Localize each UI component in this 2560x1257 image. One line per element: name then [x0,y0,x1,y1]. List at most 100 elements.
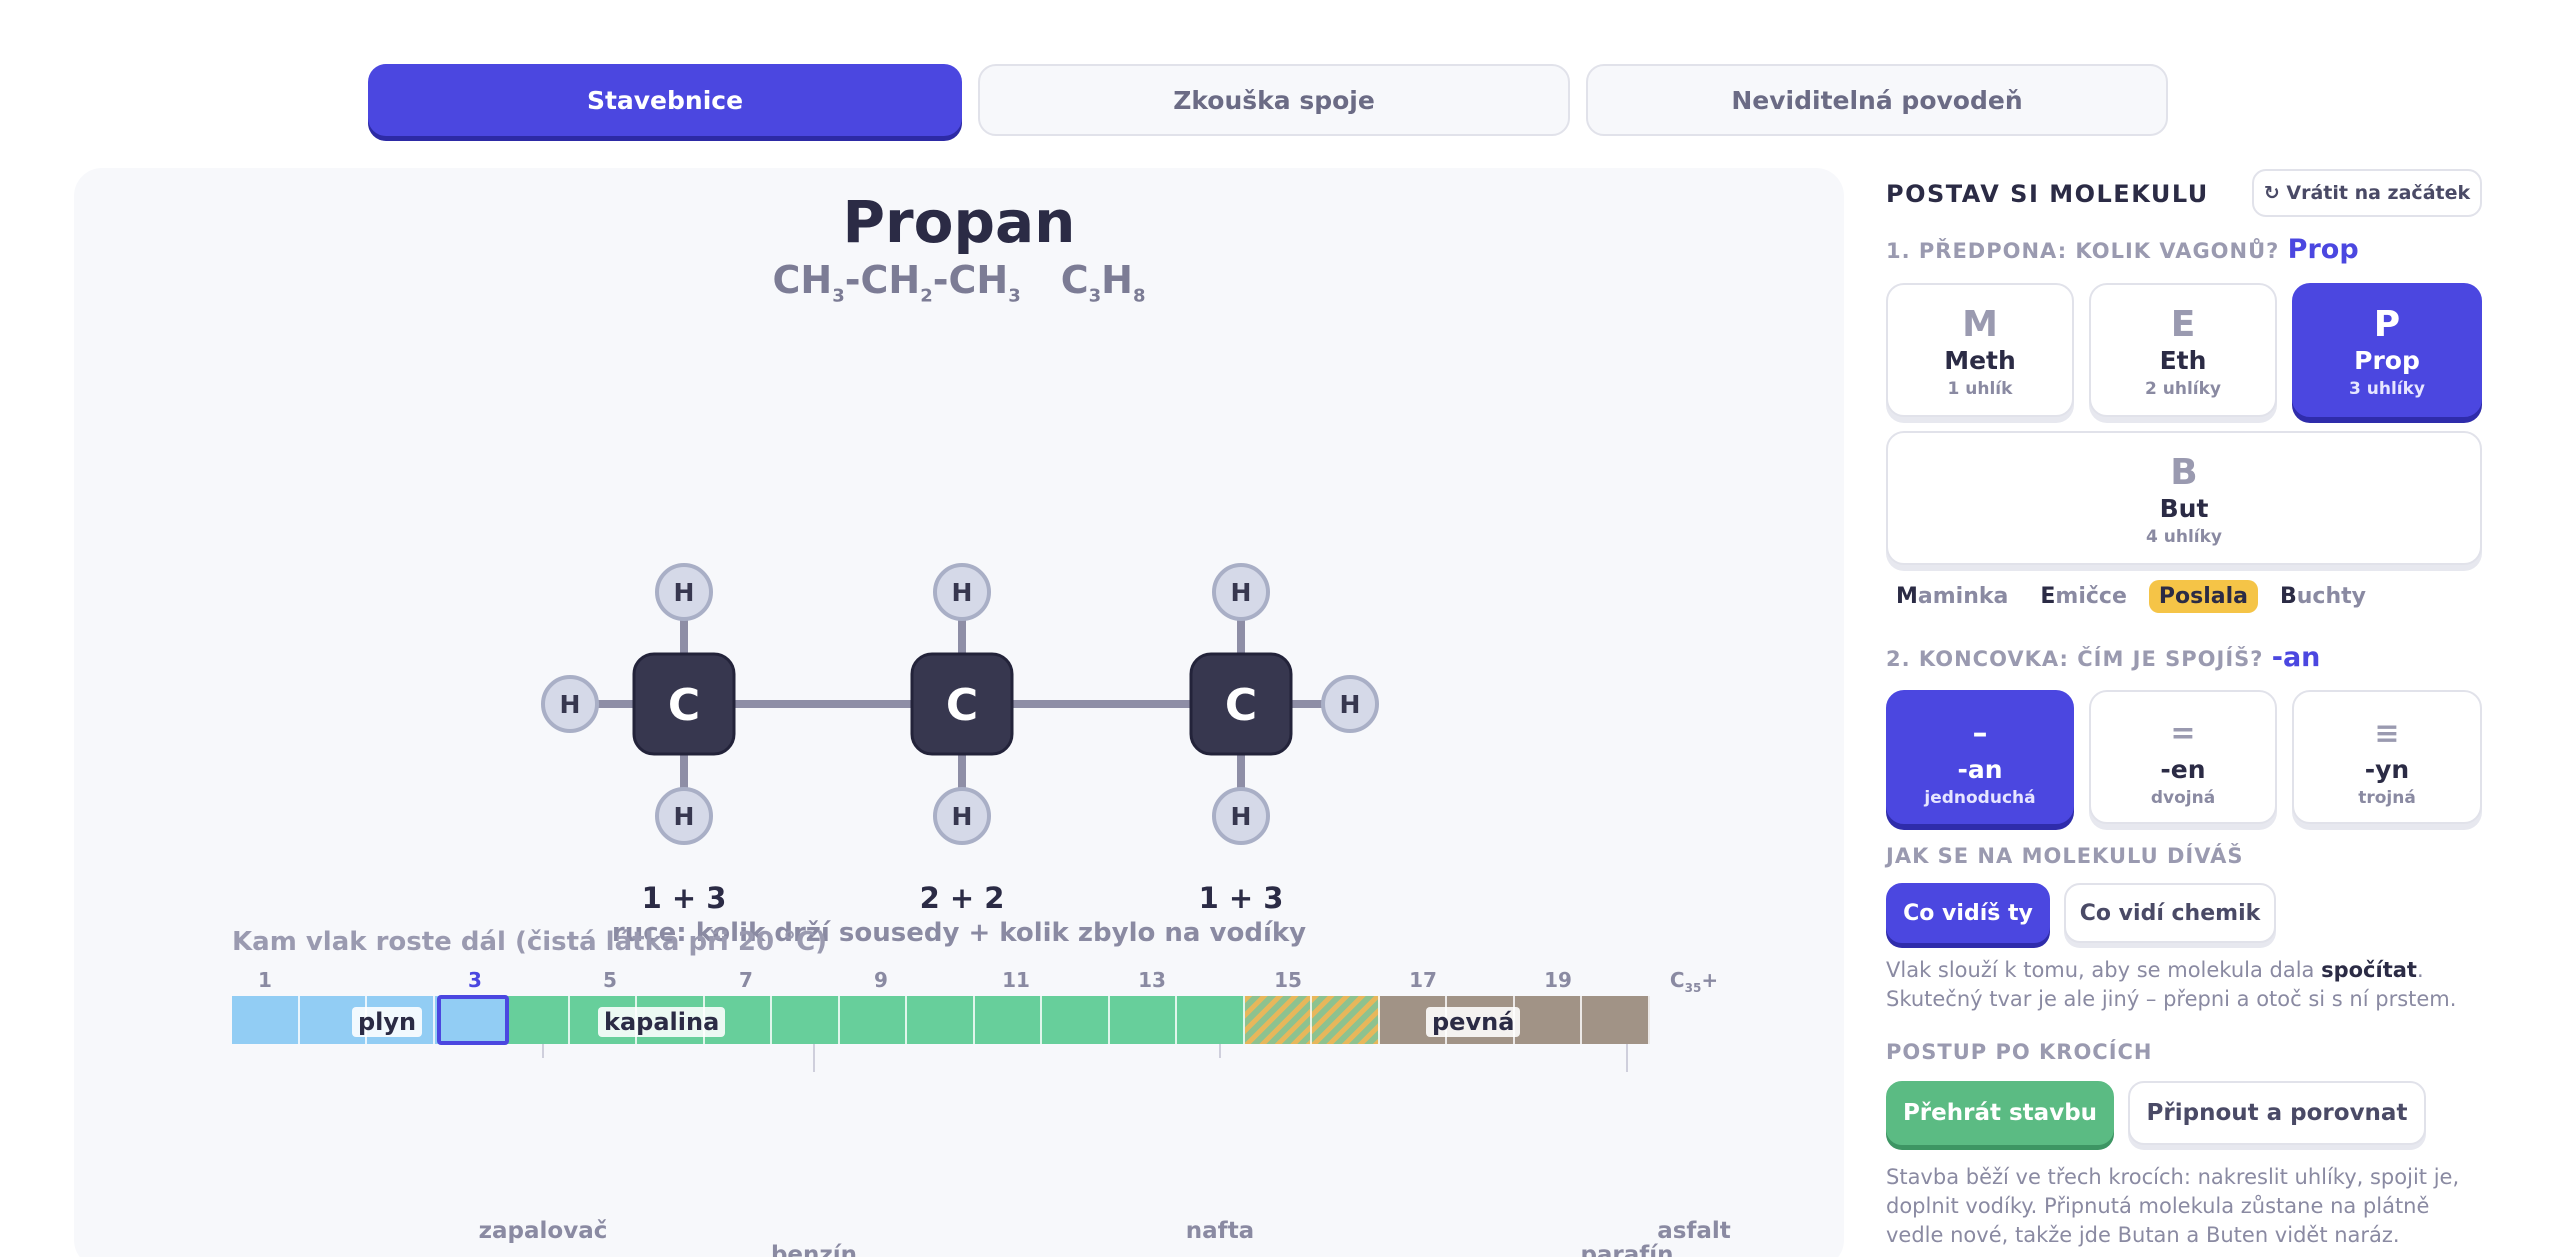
hydrogen-label: H [1231,802,1252,831]
hydrogen-label: H [1231,578,1252,607]
tick-15: 15 [1274,968,1302,992]
phase-cell[interactable] [1244,996,1313,1044]
example-asfalt: asfalt [1657,1218,1731,1244]
tab-zkouska-spoje[interactable]: Zkouška spoje [978,64,1570,136]
tick-17: 17 [1409,968,1437,992]
phase-cell[interactable] [502,996,570,1044]
phase-cell[interactable] [232,996,300,1044]
tick-7: 7 [739,968,753,992]
example-parafin: parafín [1580,1242,1674,1257]
example-benzin: benzín [770,1242,858,1257]
phase-cell[interactable] [772,996,840,1044]
mnemonic-word-1: Maminka [1896,584,2009,609]
mnemonic-word-2: Emičce [2040,584,2127,609]
hand-count-3: 1 + 3 [1199,881,1284,915]
hydrogen-label: H [674,578,695,607]
example-zapalovac: zapalovač [478,1218,608,1244]
phase-strip-title: Kam vlak roste dál (čistá látka při 20 °… [232,927,828,957]
suffix-value: -an [2271,642,2321,673]
phase-cell[interactable] [1312,996,1380,1044]
carbon-atom[interactable] [910,652,1014,756]
tick-11: 11 [1002,968,1030,992]
reset-button[interactable]: ↻ Vrátit na začátek [2252,169,2482,217]
view-chemist-button[interactable]: Co vidí chemik [2064,883,2276,943]
selected-length-marker[interactable] [437,995,509,1045]
phase-cell[interactable] [1582,996,1650,1044]
tick-3: 3 [468,968,482,992]
formula-part-1: CH3 [772,258,845,307]
phase-cell[interactable] [1109,996,1178,1044]
prefix-card-eth[interactable]: E Eth 2 uhlíky [2089,283,2277,417]
hydrogen-atom [541,675,599,733]
phase-cell[interactable] [1042,996,1110,1044]
molecule-name: Propan [842,188,1076,256]
phase-cell[interactable] [1514,996,1583,1044]
hydrogen-atom [1321,675,1379,733]
prefix-card-meth[interactable]: M Meth 1 uhlík [1886,283,2074,417]
suffix-heading: 2. KONCOVKA: ČÍM JE SPOJÍŠ? -an [1886,642,2321,673]
suffix-card-en[interactable]: = -en dvojná [2089,690,2277,824]
tick-5: 5 [603,968,617,992]
mnemonic-word-4: Buchty [2279,584,2366,609]
hydrogen-label: H [560,690,581,719]
view-explanation: Vlak slouží k tomu, aby se molekula dala… [1886,958,2457,1011]
hand-count-2: 2 + 2 [920,881,1005,915]
hydrogen-atom [933,563,991,621]
formula-part-3: -CH3 [932,258,1021,307]
triple-bond-icon: ≡ [2374,716,2400,751]
carbon-label: C [946,680,978,731]
tick-c35-plus: C35+ [1669,968,1719,995]
phase-cell[interactable] [974,996,1043,1044]
carbon-atom[interactable] [632,652,736,756]
panel-title: POSTAV SI MOLEKULU [1886,180,2209,208]
phase-label-gas: plyn [352,1007,423,1037]
hydrogen-atom [655,563,713,621]
hand-count-1: 1 + 3 [642,881,727,915]
pin-compare-button[interactable]: Připnout a porovnat [2128,1081,2426,1145]
suffix-card-yn[interactable]: ≡ -yn trojná [2292,690,2482,824]
tick-9: 9 [874,968,888,992]
steps-explanation: Stavba běží ve třech krocích: nakreslit … [1886,1165,2460,1247]
mode-tabs: Stavebnice Zkouška spoje Neviditelná pov… [368,64,2168,140]
hydrogen-atom [655,787,713,845]
tab-stavebnice[interactable]: Stavebnice [368,64,962,136]
molecule-diagram: H H H H H H H H C C C 1 + 3 2 + 2 1 + 3 [541,563,1379,915]
prefix-heading: 1. PŘEDPONA: KOLIK VAGONŮ? Prop [1886,234,2359,265]
hydrogen-label: H [952,578,973,607]
play-build-button[interactable]: Přehrát stavbu [1886,1081,2114,1145]
prefix-card-prop[interactable]: P Prop 3 uhlíky [2292,283,2482,417]
carbon-label: C [1225,680,1257,731]
carbon-label: C [668,680,700,731]
hydrogen-atom [933,787,991,845]
phase-cell[interactable] [907,996,975,1044]
steps-heading: POSTUP PO KROCÍCH [1886,1040,2153,1064]
hydrogen-label: H [1340,690,1361,719]
phase-label-solid: pevná [1426,1007,1521,1037]
carbon-atom[interactable] [1189,652,1293,756]
suffix-card-an[interactable]: – -an jednoduchá [1886,690,2074,824]
formula-part-2: -CH2 [844,258,933,307]
hydrogen-label: H [952,802,973,831]
phase-cell[interactable] [1177,996,1245,1044]
formula-sum: C3H8 [1060,258,1146,307]
mnemonic-word-3: Poslala [2148,580,2258,613]
hydrogen-atom [1212,787,1270,845]
double-bond-icon: = [2170,716,2196,751]
molecule-formula: CH3-CH2-CH3 C3H8 [74,258,1844,307]
hydrogen-label: H [674,802,695,831]
view-you-button[interactable]: Co vidíš ty [1886,883,2050,943]
single-bond-icon: – [1972,716,1988,751]
tab-neviditelna-povoden[interactable]: Neviditelná povodeň [1586,64,2168,136]
tick-13: 13 [1138,968,1166,992]
hands-caption: ruce: kolik drží sousedy + kolik zbylo n… [611,918,1307,948]
phase-label-liquid: kapalina [598,1007,726,1037]
tick-19: 19 [1544,968,1572,992]
phase-cell[interactable] [839,996,908,1044]
prefix-value: Prop [2287,234,2359,265]
prefix-card-but[interactable]: B But 4 uhlíky [1886,431,2482,565]
view-heading: JAK SE NA MOLEKULU DÍVÁŠ [1886,844,2244,868]
example-nafta: nafta [1185,1218,1255,1244]
prefix-mnemonic: Maminka Emičce Poslala Buchty [1886,580,2376,613]
hydrogen-atom [1212,563,1270,621]
molecule-canvas[interactable]: Propan CH3-CH2-CH3 C3H8 H H H H H H H H C C C 1 + 3 2… [74,168,1844,1257]
